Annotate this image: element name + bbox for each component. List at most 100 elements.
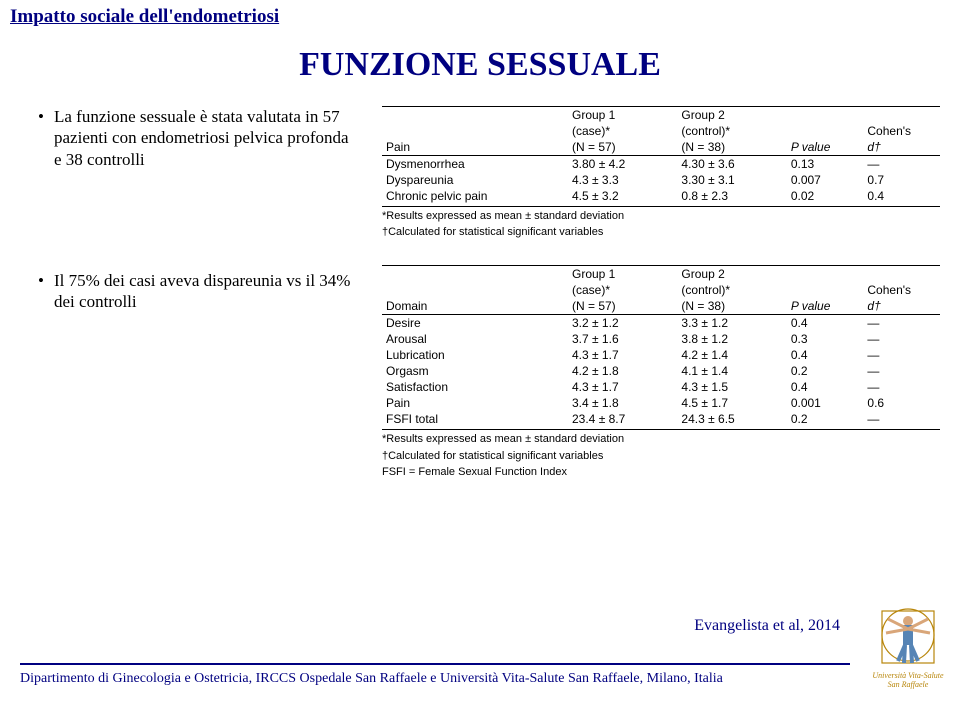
table-cell: 3.2 ± 1.2 [568,315,677,332]
table-cell: 0.4 [787,315,864,332]
col-header: (N = 38) [677,139,786,156]
table-cell: 0.02 [787,188,864,207]
col-header: (N = 57) [568,298,677,315]
bullet-dot: • [38,270,54,313]
table-cell: — [863,315,940,332]
table-row: Dyspareunia4.3 ± 3.33.30 ± 3.10.0070.7 [382,172,940,188]
table-cell: — [863,156,940,173]
table-row: Orgasm4.2 ± 1.84.1 ± 1.40.2— [382,363,940,379]
table-cell: 0.6 [863,395,940,411]
table-cell: Chronic pelvic pain [382,188,568,207]
col-header: Cohen's [863,123,940,139]
right-column: Group 1 Group 2 (case)* (control)* Cohen… [382,106,940,479]
table-header-row: (case)* (control)* Cohen's [382,123,940,139]
col-header: Group 1 [568,107,677,124]
table-cell: — [863,411,940,430]
col-header: Cohen's [863,282,940,298]
table-cell: 0.4 [787,347,864,363]
col-header: Group 2 [677,266,786,283]
col-header: Group 1 [568,266,677,283]
table-header-row: Group 1 Group 2 [382,266,940,283]
table-cell: 4.3 ± 1.7 [568,347,677,363]
table-cell: Dyspareunia [382,172,568,188]
table-cell: 3.80 ± 4.2 [568,156,677,173]
logo-text-line2: San Raffaele [888,681,929,689]
table-cell: Orgasm [382,363,568,379]
table-cell: 0.001 [787,395,864,411]
bullet-dot: • [38,106,54,170]
table-header-row: Group 1 Group 2 [382,107,940,124]
table-cell: 0.8 ± 2.3 [677,188,786,207]
table-cell: FSFI total [382,411,568,430]
table-cell: 3.30 ± 3.1 [677,172,786,188]
col-header: (N = 38) [677,298,786,315]
left-column: • La funzione sessuale è stata valutata … [38,106,358,479]
table-cell: 4.2 ± 1.8 [568,363,677,379]
table-row: Desire3.2 ± 1.23.3 ± 1.20.4— [382,315,940,332]
col-header: P value [787,298,864,315]
table-cell: 3.4 ± 1.8 [568,395,677,411]
col-header: (control)* [677,123,786,139]
table-cell: 4.5 ± 3.2 [568,188,677,207]
table-cell: 0.4 [787,379,864,395]
citation: Evangelista et al, 2014 [694,617,840,635]
table-cell: 4.5 ± 1.7 [677,395,786,411]
col-header: (N = 57) [568,139,677,156]
table-cell: Arousal [382,331,568,347]
table-cell: 3.3 ± 1.2 [677,315,786,332]
table-cell: Desire [382,315,568,332]
table-body: Dysmenorrhea3.80 ± 4.24.30 ± 3.60.13—Dys… [382,156,940,207]
table-cell: Pain [382,395,568,411]
table-header-row: Pain (N = 57) (N = 38) P value d† [382,139,940,156]
table-cell: 23.4 ± 8.7 [568,411,677,430]
table-cell: 0.3 [787,331,864,347]
table-row: Satisfaction4.3 ± 1.74.3 ± 1.50.4— [382,379,940,395]
table-cell: 0.2 [787,363,864,379]
table-cell: 0.4 [863,188,940,207]
table-row: Chronic pelvic pain4.5 ± 3.20.8 ± 2.30.0… [382,188,940,207]
col-header: d† [863,139,940,156]
table-cell: Lubrication [382,347,568,363]
table-body: Desire3.2 ± 1.23.3 ± 1.20.4—Arousal3.7 ±… [382,315,940,430]
page-title: FUNZIONE SESSUALE [0,46,960,84]
pain-table: Group 1 Group 2 (case)* (control)* Cohen… [382,106,940,207]
table-footnote: †Calculated for statistical significant … [382,226,940,239]
table-header-row: Domain (N = 57) (N = 38) P value d† [382,298,940,315]
footer-affiliation: Dipartimento di Ginecologia e Ostetricia… [20,671,723,687]
table-row: FSFI total23.4 ± 8.724.3 ± 6.50.2— [382,411,940,430]
main-content: • La funzione sessuale è stata valutata … [0,106,960,479]
table-footnote: FSFI = Female Sexual Function Index [382,466,940,479]
header-title: Impatto sociale dell'endometriosi [0,0,960,32]
university-logo: Università Vita-Salute San Raffaele [870,607,946,693]
table-cell: — [863,379,940,395]
bullet-item: • Il 75% dei casi aveva dispareunia vs i… [38,270,358,313]
table-cell: 4.30 ± 3.6 [677,156,786,173]
table-row: Dysmenorrhea3.80 ± 4.24.30 ± 3.60.13— [382,156,940,173]
table-cell: 4.2 ± 1.4 [677,347,786,363]
bullet-text: Il 75% dei casi aveva dispareunia vs il … [54,270,358,313]
table-cell: 0.7 [863,172,940,188]
table-footnote: †Calculated for statistical significant … [382,450,940,463]
table-footnote: *Results expressed as mean ± standard de… [382,433,940,446]
table-cell: — [863,331,940,347]
table-cell: 4.1 ± 1.4 [677,363,786,379]
table-cell: Satisfaction [382,379,568,395]
table-cell: 4.3 ± 1.5 [677,379,786,395]
table-cell: 24.3 ± 6.5 [677,411,786,430]
table-header-row: (case)* (control)* Cohen's [382,282,940,298]
table-cell: 4.3 ± 1.7 [568,379,677,395]
col-header: d† [863,298,940,315]
logo-text-line1: Università Vita-Salute [872,672,943,680]
fsfi-table: Group 1 Group 2 (case)* (control)* Cohen… [382,265,940,430]
col-header: (control)* [677,282,786,298]
table-footnote: *Results expressed as mean ± standard de… [382,210,940,223]
table-cell: 3.8 ± 1.2 [677,331,786,347]
table-cell: 0.2 [787,411,864,430]
table-cell: — [863,363,940,379]
table-cell: 0.13 [787,156,864,173]
table-cell: — [863,347,940,363]
bullet-item: • La funzione sessuale è stata valutata … [38,106,358,170]
bullet-text: La funzione sessuale è stata valutata in… [54,106,358,170]
footer-divider [20,663,850,665]
col-header: P value [787,139,864,156]
